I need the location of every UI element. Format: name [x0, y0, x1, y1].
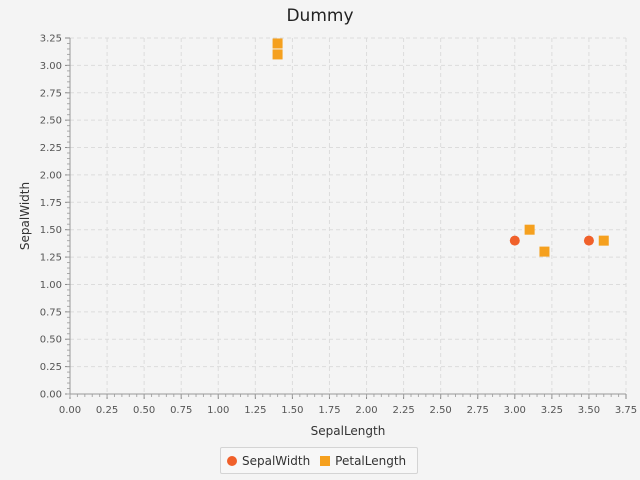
y-tick-label: 2.75	[40, 88, 62, 99]
chart-title: Dummy	[286, 6, 354, 26]
y-tick-label: 1.50	[40, 225, 62, 236]
circle-marker-icon	[227, 455, 237, 466]
data-points	[272, 38, 609, 257]
y-tick-label: 0.25	[40, 362, 62, 373]
data-point-petallength	[598, 235, 609, 246]
axes	[65, 37, 627, 399]
legend-item-sepalwidth: SepalWidth	[227, 454, 310, 468]
x-tick-label: 1.75	[318, 405, 340, 416]
x-tick-label: 0.75	[170, 405, 192, 416]
data-point-petallength	[539, 246, 550, 257]
data-point-petallength	[272, 49, 283, 60]
x-tick-label: 3.50	[578, 405, 600, 416]
data-point-sepalwidth	[509, 235, 520, 246]
grid-lines	[69, 37, 627, 395]
y-tick-label: 1.00	[40, 280, 62, 291]
x-tick-label: 0.25	[96, 405, 118, 416]
y-tick-label: 3.25	[40, 34, 62, 45]
x-tick-label: 2.00	[355, 405, 377, 416]
x-tick-label: 3.75	[615, 405, 637, 416]
data-point-petallength	[524, 224, 535, 235]
y-tick-label: 0.00	[40, 390, 62, 401]
y-tick-label: 2.25	[40, 143, 62, 154]
x-tick-label: 1.00	[207, 405, 229, 416]
x-tick-label: 0.00	[59, 405, 81, 416]
x-tick-label: 3.00	[504, 405, 526, 416]
x-axis-label: SepalLength	[311, 424, 386, 438]
y-tick-label: 2.50	[40, 116, 62, 127]
legend-label: PetalLength	[335, 453, 407, 468]
x-tick-label: 1.25	[244, 405, 266, 416]
x-tick-label: 3.25	[541, 405, 563, 416]
y-axis-label: SepalWidth	[18, 182, 32, 250]
data-point-petallength	[272, 38, 283, 49]
legend: SepalWidth PetalLength	[220, 447, 418, 474]
x-tick-label: 2.75	[467, 405, 489, 416]
x-tick-label: 2.25	[392, 405, 414, 416]
y-tick-label: 1.25	[40, 253, 62, 264]
tick-labels: 0.00 0.25 0.50 0.75 1.00 1.25 1.50 1.75 2.00 2.25…	[40, 34, 637, 417]
x-tick-label: 1.50	[281, 405, 303, 416]
y-tick-label: 0.50	[40, 335, 62, 346]
data-point-sepalwidth	[583, 235, 594, 246]
y-tick-label: 0.75	[40, 307, 62, 318]
legend-item-petallength: PetalLength	[320, 454, 406, 468]
square-marker-icon	[320, 455, 331, 466]
x-tick-label: 0.50	[133, 405, 155, 416]
y-tick-label: 1.75	[40, 198, 62, 209]
x-tick-label: 2.50	[430, 405, 452, 416]
y-tick-label: 2.00	[40, 170, 62, 181]
y-tick-label: 3.00	[40, 61, 62, 72]
legend-label: SepalWidth	[242, 453, 311, 468]
